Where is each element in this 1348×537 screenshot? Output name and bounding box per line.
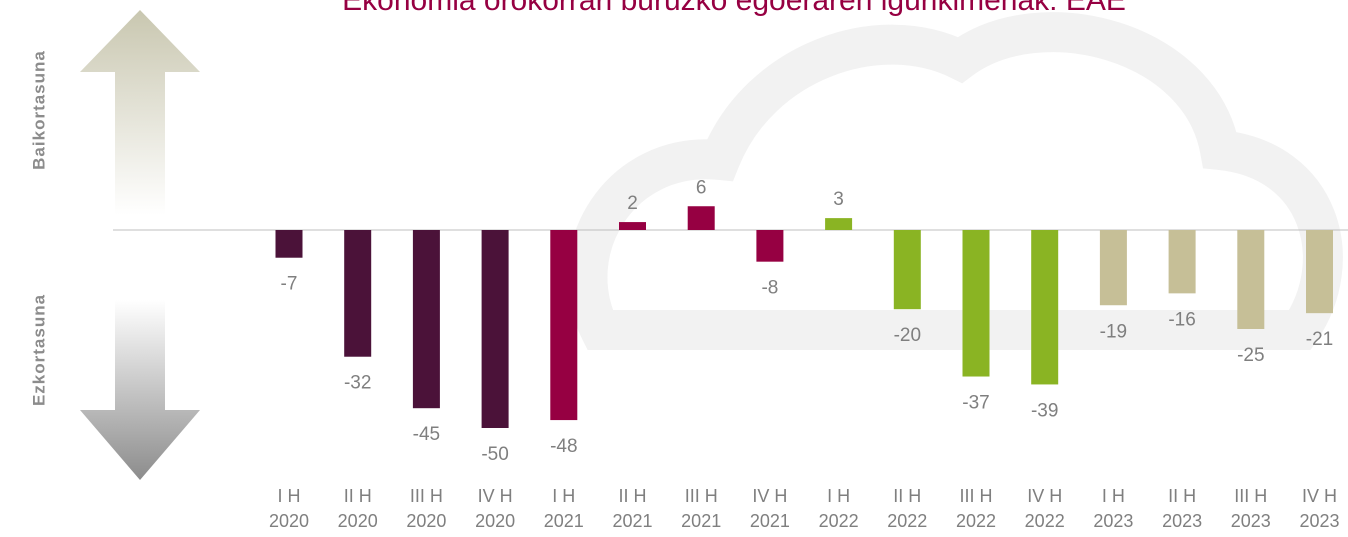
- x-tick-label: IV H: [1027, 486, 1062, 506]
- chart-title: Ekonomia orokorrari buruzko egoeraren ig…: [342, 0, 1126, 17]
- x-tick-label: III H: [959, 486, 992, 506]
- value-label: -21: [1306, 329, 1333, 350]
- x-tick-label: II H: [618, 486, 646, 506]
- x-tick-label: III H: [685, 486, 718, 506]
- x-tick-label: 2023: [1231, 511, 1271, 531]
- x-tick-label: 2022: [956, 511, 996, 531]
- x-tick-label: 2021: [750, 511, 790, 531]
- bar: [1306, 230, 1333, 314]
- bar: [687, 206, 715, 230]
- bar: [893, 230, 921, 310]
- bar: [1168, 230, 1196, 294]
- value-label: -37: [962, 393, 989, 414]
- x-tick-label: II H: [893, 486, 921, 506]
- x-tick-label: 2020: [338, 511, 378, 531]
- value-label: -19: [1100, 321, 1127, 342]
- value-label: -50: [481, 444, 508, 465]
- bar: [550, 230, 578, 421]
- value-label: -20: [894, 325, 921, 346]
- bar: [412, 230, 440, 409]
- value-label: -48: [550, 436, 577, 457]
- value-label: -32: [344, 373, 371, 394]
- bar: [481, 230, 509, 428]
- bar: [344, 230, 372, 357]
- x-tick-label: III H: [410, 486, 443, 506]
- value-label: 3: [833, 189, 844, 210]
- side-label: Baikortasuna: [29, 50, 48, 170]
- x-tick-label: III H: [1234, 486, 1267, 506]
- x-tick-label: 2023: [1299, 511, 1339, 531]
- x-tick-label: 2020: [269, 511, 309, 531]
- value-label: 2: [627, 193, 638, 214]
- x-tick-label: I H: [552, 486, 575, 506]
- bar: [962, 230, 990, 377]
- background-cloud: [567, 12, 1343, 350]
- bar: [1031, 230, 1059, 385]
- bar: [1237, 230, 1265, 329]
- x-tick-label: I H: [827, 486, 850, 506]
- value-label: -16: [1168, 309, 1195, 330]
- value-label: -7: [281, 274, 298, 295]
- x-tick-label: IV H: [478, 486, 513, 506]
- x-tick-label: II H: [1168, 486, 1196, 506]
- x-tick-label: I H: [277, 486, 300, 506]
- x-tick-label: 2020: [475, 511, 515, 531]
- bar: [825, 218, 853, 230]
- arrow-up: [80, 10, 200, 215]
- x-tick-label: 2022: [1025, 511, 1065, 531]
- side-label: Ezkortasuna: [29, 294, 48, 406]
- bar: [619, 222, 646, 230]
- value-label: -25: [1237, 345, 1264, 366]
- x-tick-label: II H: [344, 486, 372, 506]
- arrow-down: [80, 300, 200, 480]
- x-tick-label: 2023: [1093, 511, 1133, 531]
- bar: [1099, 230, 1127, 306]
- x-tick-label: 2023: [1162, 511, 1202, 531]
- x-tick-label: I H: [1102, 486, 1125, 506]
- x-tick-label: IV H: [752, 486, 787, 506]
- x-tick-label: 2022: [887, 511, 927, 531]
- x-tick-label: 2021: [681, 511, 721, 531]
- x-tick-label: 2021: [544, 511, 584, 531]
- x-tick-label: 2022: [819, 511, 859, 531]
- x-tick-label: IV H: [1302, 486, 1337, 506]
- value-label: -8: [761, 278, 778, 299]
- x-tick-label: 2020: [406, 511, 446, 531]
- value-label: -39: [1031, 400, 1058, 421]
- x-tick-label: 2021: [612, 511, 652, 531]
- value-label: 6: [696, 177, 707, 198]
- bar: [756, 230, 784, 262]
- value-label: -45: [413, 424, 440, 445]
- bar: [275, 230, 303, 258]
